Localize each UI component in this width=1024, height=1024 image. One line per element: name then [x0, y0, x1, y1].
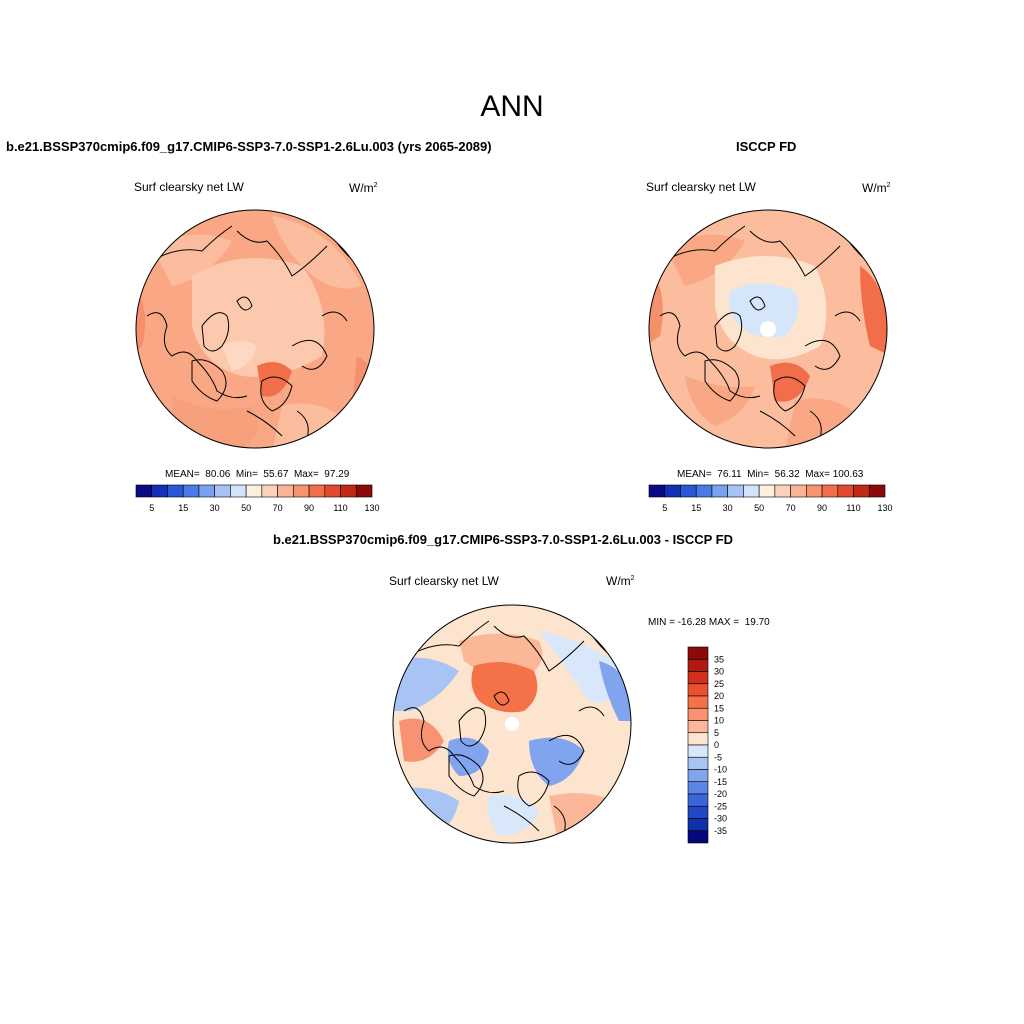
colorbar-swatch	[806, 484, 823, 498]
colorbar-swatch	[261, 484, 278, 498]
colorbar-tick-label: 35	[714, 654, 724, 664]
colorbar-tick-label: -5	[714, 752, 722, 762]
colorbar-obs: 5 15 30 50 70 90 110 130	[648, 484, 893, 513]
colorbar-swatch	[151, 484, 168, 498]
colorbar-tick-label: 10	[714, 716, 724, 726]
colorbar-swatch	[687, 769, 709, 783]
colorbar-swatch	[687, 683, 709, 697]
panel-title-diff: b.e21.BSSP370cmip6.f09_g17.CMIP6-SSP3-7.…	[273, 532, 734, 547]
colorbar-swatch	[687, 793, 709, 807]
colorbar-swatch	[758, 484, 776, 498]
panel-title-model: b.e21.BSSP370cmip6.f09_g17.CMIP6-SSP3-7.…	[6, 139, 492, 154]
colorbar-swatch	[774, 484, 791, 498]
variable-label-model: Surf clearsky net LW	[134, 180, 244, 194]
colorbar-swatch	[868, 484, 886, 498]
colorbar-swatch	[214, 484, 231, 498]
colorbar-swatch	[711, 484, 728, 498]
colorbar-swatch	[853, 484, 870, 498]
colorbar-tick-label: -30	[714, 814, 727, 824]
colorbar-tick-label: 30	[723, 503, 733, 513]
units-label-diff: W/m2	[606, 574, 635, 588]
colorbar-swatch	[687, 707, 709, 721]
colorbar-swatch	[245, 484, 263, 498]
colorbar-swatch	[324, 484, 341, 498]
colorbar-tick-label: 90	[817, 503, 827, 513]
colorbar-swatch	[687, 805, 709, 819]
colorbar-swatch	[664, 484, 681, 498]
colorbar-tick-label: 25	[714, 679, 724, 689]
colorbar-tick-label: 50	[241, 503, 251, 513]
colorbar-tick-label: 5	[662, 503, 667, 513]
colorbar-tick-label: 0	[714, 740, 719, 750]
variable-label-obs: Surf clearsky net LW	[646, 180, 756, 194]
colorbar-swatch	[687, 830, 709, 844]
colorbar-tick-label: 15	[691, 503, 701, 513]
colorbar-tick-label: 5	[714, 728, 719, 738]
colorbar-swatch	[230, 484, 247, 498]
colorbar-swatch	[135, 484, 153, 498]
colorbar-tick-label: 130	[877, 503, 892, 513]
colorbar-swatch	[687, 818, 709, 832]
colorbar-swatch	[687, 720, 709, 734]
colorbar-swatch	[687, 695, 709, 709]
colorbar-swatch	[293, 484, 310, 498]
panel-title-obs: ISCCP FD	[736, 139, 797, 154]
colorbar-swatch	[277, 484, 294, 498]
variable-label-diff: Surf clearsky net LW	[389, 574, 499, 588]
colorbar-diff: 35 30 25 20 15 10 5 0 -5 -10 -15 -20 -25 -30 -35	[687, 646, 727, 844]
main-title: ANN	[480, 90, 544, 123]
stats-diff: MIN = -16.28 MAX = 19.70	[648, 617, 770, 628]
colorbar-swatch	[680, 484, 697, 498]
colorbar-tick-label: 130	[364, 503, 379, 513]
colorbar-swatch	[167, 484, 184, 498]
colorbar-tick-label: 30	[210, 503, 220, 513]
colorbar-swatch	[743, 484, 760, 498]
colorbar-swatch	[648, 484, 666, 498]
colorbar-swatch	[727, 484, 744, 498]
colorbar-swatch	[355, 484, 373, 498]
colorbar-swatch	[687, 658, 709, 672]
colorbar-swatch	[687, 744, 709, 758]
polar-map-obs	[648, 209, 888, 449]
colorbar-swatch	[695, 484, 713, 498]
colorbar-swatch	[687, 781, 709, 795]
colorbar-swatch	[308, 484, 326, 498]
colorbar-swatch	[687, 646, 709, 660]
polar-map-model	[135, 209, 375, 449]
colorbar-tick-label: -20	[714, 789, 727, 799]
colorbar-swatch	[821, 484, 839, 498]
colorbar-tick-label: 70	[786, 503, 796, 513]
stats-model: MEAN= 80.06 Min= 55.67 Max= 97.29	[165, 469, 350, 480]
colorbar-tick-label: -10	[714, 765, 727, 775]
colorbar-tick-label: 5	[149, 503, 154, 513]
colorbar-model: 5 15 30 50 70 90 110 130	[135, 484, 380, 513]
colorbar-tick-label: -25	[714, 801, 727, 811]
colorbar-tick-label: 20	[714, 691, 724, 701]
polar-map-diff	[392, 604, 632, 844]
colorbar-swatch	[687, 732, 709, 746]
colorbar-tick-label: 30	[714, 667, 724, 677]
colorbar-tick-label: 15	[178, 503, 188, 513]
colorbar-swatch	[790, 484, 807, 498]
units-label-obs: W/m2	[862, 181, 891, 195]
colorbar-tick-label: 50	[754, 503, 764, 513]
colorbar-tick-label: 15	[714, 703, 724, 713]
colorbar-tick-label: 70	[273, 503, 283, 513]
colorbar-swatch	[687, 671, 709, 685]
colorbar-tick-label: 110	[333, 503, 347, 513]
colorbar-tick-label: -35	[714, 826, 727, 836]
colorbar-swatch	[340, 484, 357, 498]
colorbar-swatch	[687, 756, 709, 770]
units-label-model: W/m2	[349, 181, 378, 195]
colorbar-swatch	[198, 484, 215, 498]
colorbar-tick-label: 110	[846, 503, 860, 513]
colorbar-swatch	[182, 484, 200, 498]
colorbar-tick-label: 90	[304, 503, 314, 513]
colorbar-tick-label: -15	[714, 777, 727, 787]
colorbar-swatch	[837, 484, 854, 498]
stats-obs: MEAN= 76.11 Min= 56.32 Max= 100.63	[677, 469, 864, 480]
